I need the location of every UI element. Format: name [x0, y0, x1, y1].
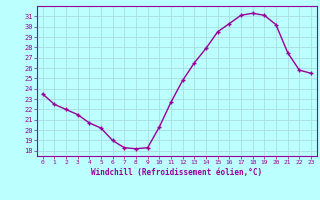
X-axis label: Windchill (Refroidissement éolien,°C): Windchill (Refroidissement éolien,°C) [91, 168, 262, 177]
